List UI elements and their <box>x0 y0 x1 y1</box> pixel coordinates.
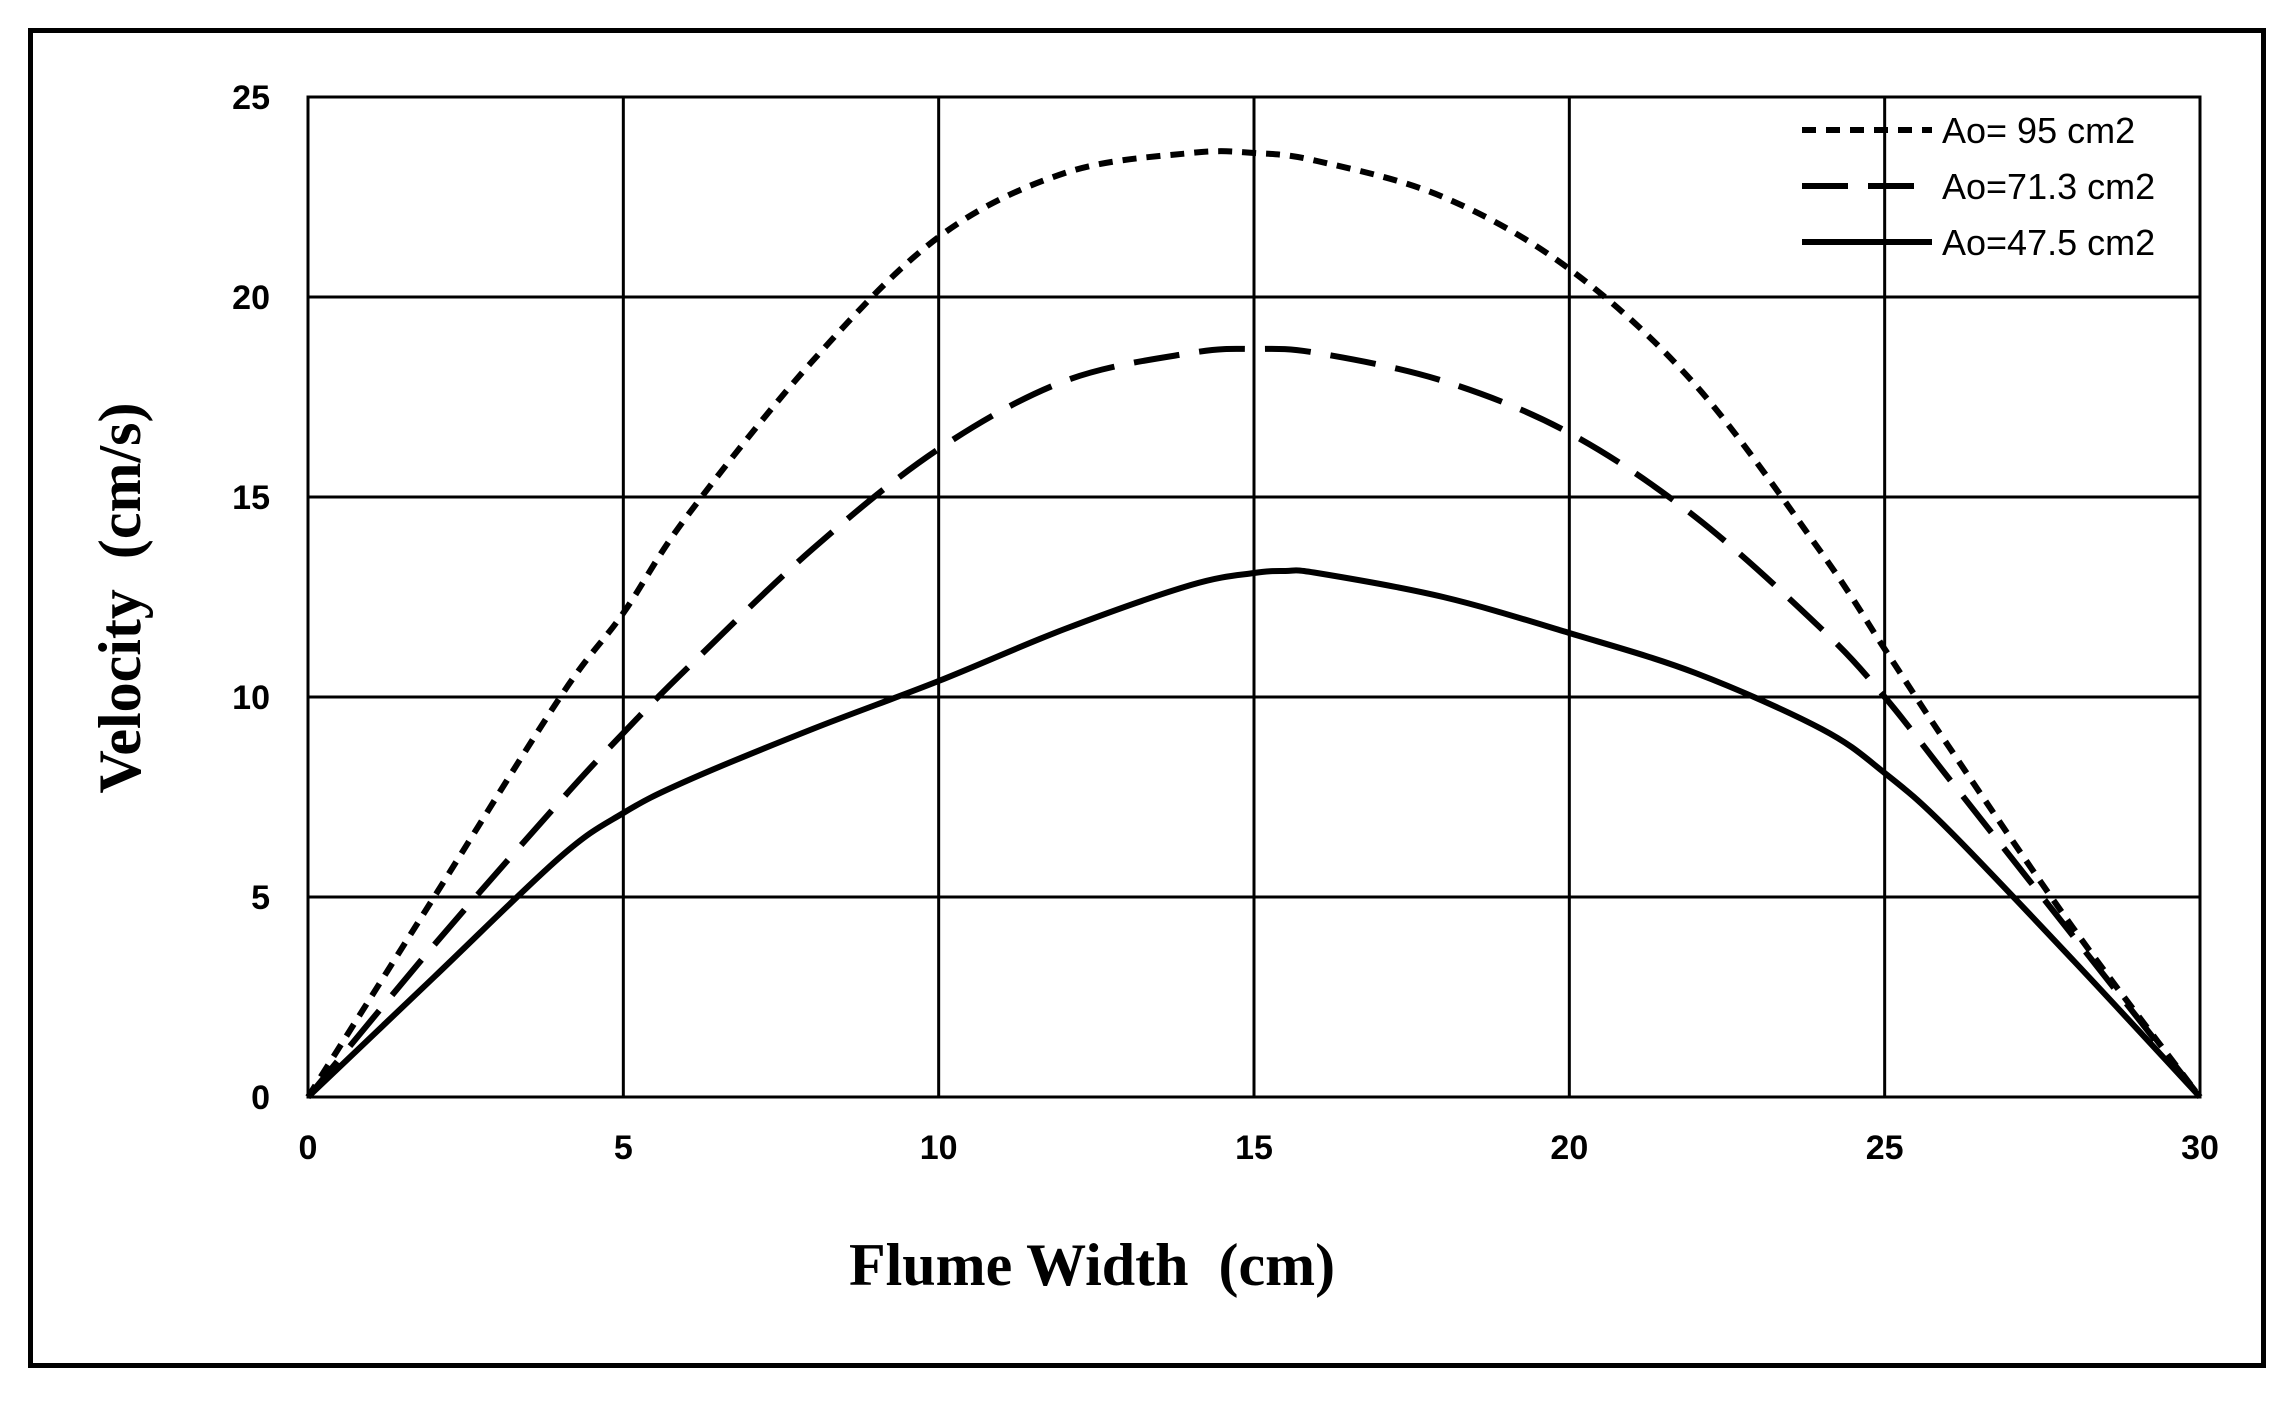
x-tick-label: 30 <box>2181 1129 2219 1167</box>
plot-area-border <box>306 95 2202 1099</box>
x-axis-title: Flume Width (cm) <box>849 1232 1335 1298</box>
plot-area <box>306 95 2202 1099</box>
x-tick-label: 10 <box>920 1129 958 1167</box>
y-tick-label: 25 <box>232 79 270 117</box>
x-tick-label: 15 <box>1235 1129 1273 1167</box>
legend-label: Ao=71.3 cm2 <box>1942 166 2155 207</box>
y-tick-label: 15 <box>232 479 270 517</box>
series-line-2 <box>305 345 2203 1099</box>
y-axis-title: Velocity (cm/s) <box>87 403 153 794</box>
legend-label: Ao= 95 cm2 <box>1942 110 2135 151</box>
y-tick-label: 0 <box>251 1079 270 1117</box>
y-tick-label: 20 <box>232 279 270 317</box>
x-tick-label: 20 <box>1550 1129 1588 1167</box>
y-tick-label: 10 <box>232 679 270 717</box>
x-tick-label: 0 <box>299 1129 318 1167</box>
series-line-3 <box>305 567 2203 1100</box>
y-tick-labels: 0 5 10 15 20 25 <box>232 79 270 1117</box>
x-tick-labels: 0 5 10 15 20 25 30 <box>299 1129 2219 1167</box>
y-tick-label: 5 <box>251 879 270 917</box>
legend: Ao= 95 cm2 Ao=71.3 cm2 Ao=47.5 cm2 <box>1802 110 2155 263</box>
x-tick-label: 5 <box>614 1129 633 1167</box>
x-tick-label: 25 <box>1866 1129 1904 1167</box>
grid <box>306 95 2202 1099</box>
series-lines <box>305 148 2203 1100</box>
series-line-1 <box>305 148 2203 1099</box>
legend-label: Ao=47.5 cm2 <box>1942 222 2155 263</box>
